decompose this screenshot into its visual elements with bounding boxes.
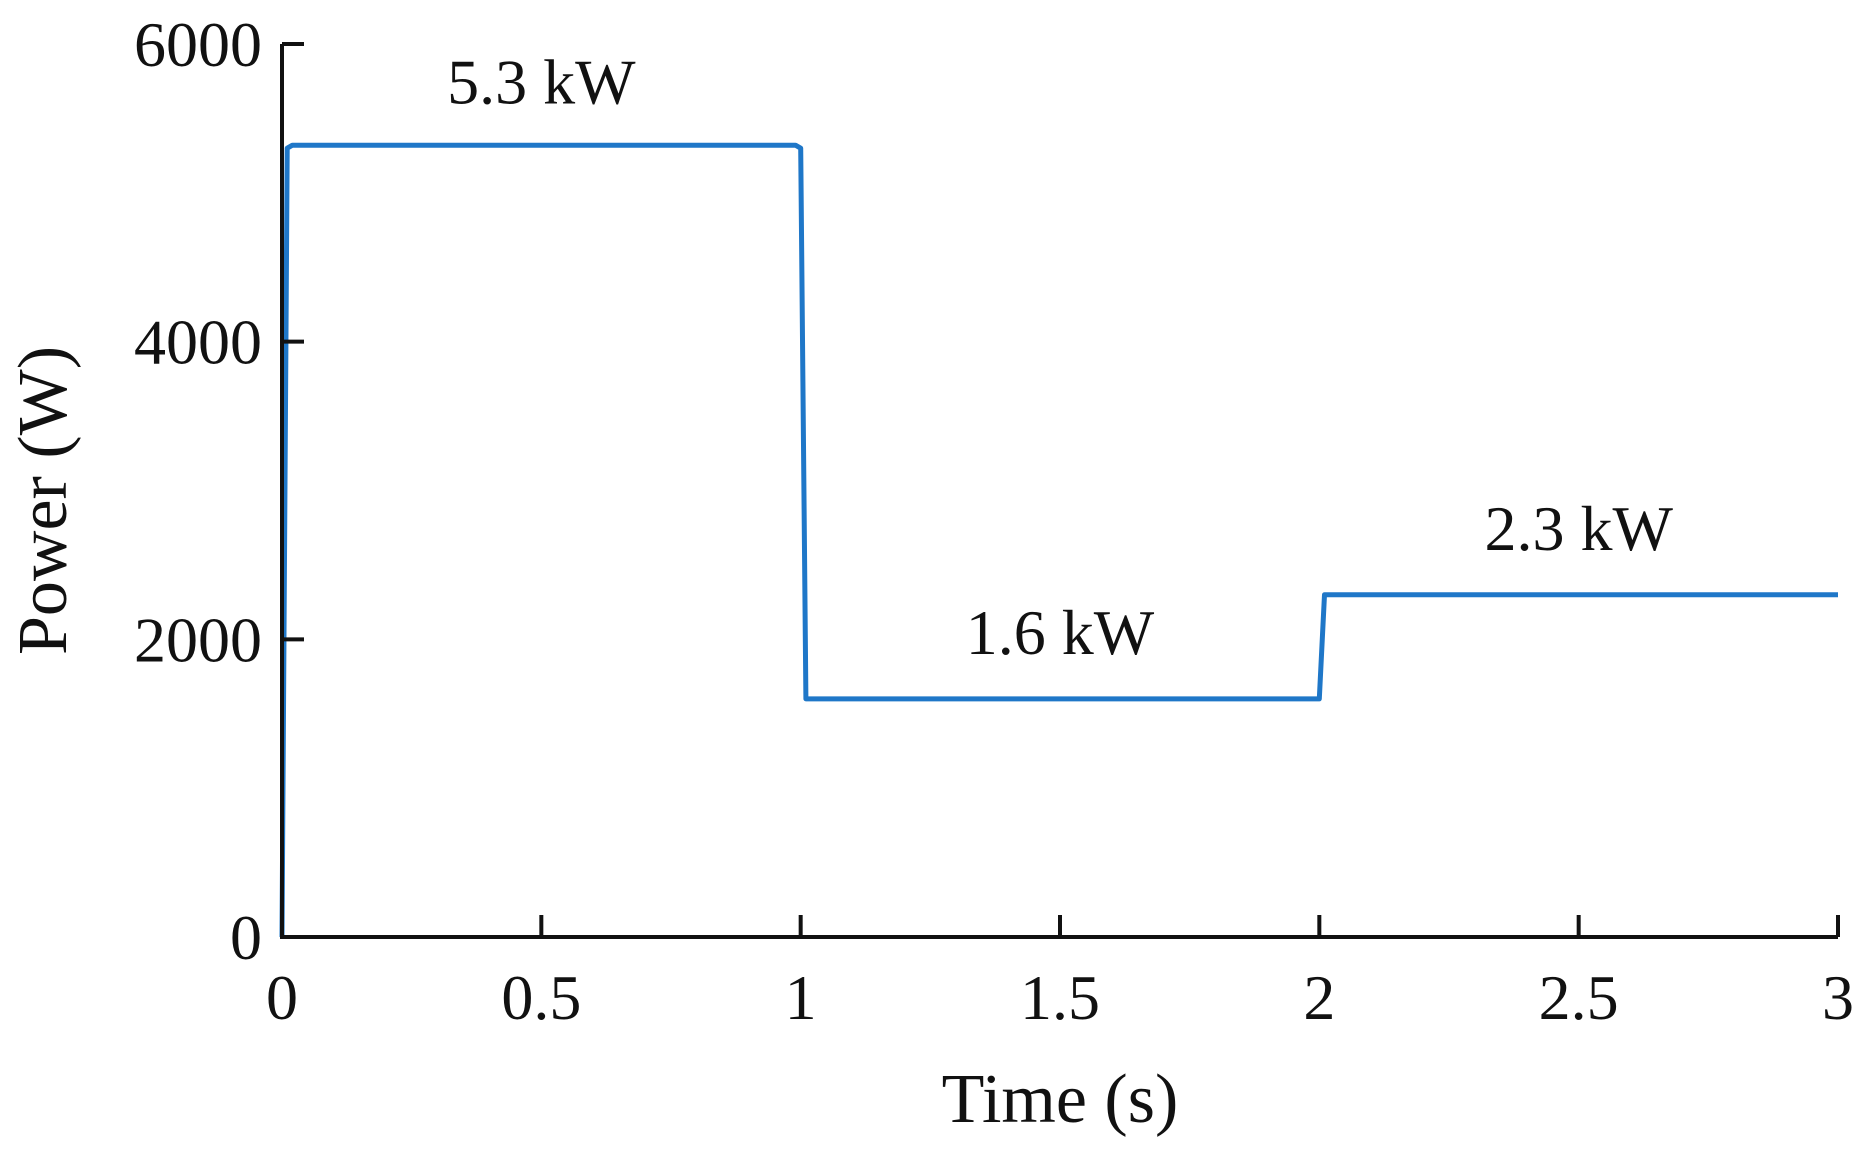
y-axis-ticks: 0 2000 4000 6000	[134, 9, 304, 973]
y-tick-label: 6000	[134, 9, 262, 80]
x-tick-label: 1	[785, 962, 817, 1033]
y-axis-title: Power (W)	[5, 346, 82, 655]
value-annotation: 2.3 kW	[1484, 493, 1673, 564]
axes	[280, 44, 1838, 939]
plot-area	[279, 142, 1838, 938]
annotations: 5.3 kW 1.6 kW 2.3 kW	[447, 47, 1673, 669]
x-axis-title: Time (s)	[942, 1061, 1179, 1138]
y-tick-label: 4000	[134, 307, 262, 378]
x-tick-label: 2.5	[1539, 962, 1619, 1033]
x-axis-ticks: 0 0.5 1 1.5 2 2.5 3	[266, 915, 1854, 1033]
value-annotation: 1.6 kW	[966, 597, 1155, 668]
x-tick-label: 0	[266, 962, 298, 1033]
y-tick-label: 2000	[134, 604, 262, 675]
x-tick-label: 0.5	[501, 962, 581, 1033]
x-tick-label: 2	[1303, 962, 1335, 1033]
x-tick-label: 3	[1822, 962, 1854, 1033]
y-tick-label: 0	[230, 902, 262, 973]
value-annotation: 5.3 kW	[447, 47, 636, 118]
x-tick-label: 1.5	[1020, 962, 1100, 1033]
series-line	[279, 142, 1838, 938]
